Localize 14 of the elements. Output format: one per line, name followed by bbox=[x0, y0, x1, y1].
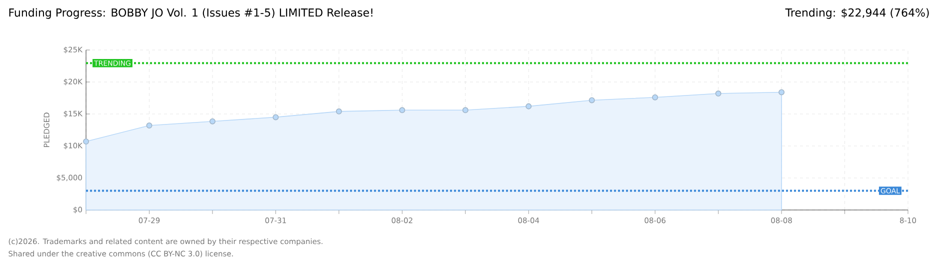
point bbox=[336, 108, 342, 114]
point bbox=[146, 122, 152, 129]
point bbox=[526, 103, 532, 110]
chart-subtitle: Trending: $22,944 (764%) bbox=[785, 8, 929, 19]
point bbox=[588, 97, 595, 104]
point bbox=[778, 89, 785, 96]
chart-title: Funding Progress: BOBBY JO Vol. 1 (Issues #1-5) LIMITED Release! bbox=[9, 8, 372, 19]
point bbox=[715, 90, 722, 97]
point bbox=[462, 107, 468, 114]
point bbox=[83, 138, 90, 145]
point bbox=[209, 118, 216, 124]
point bbox=[399, 107, 406, 114]
point bbox=[652, 94, 658, 100]
point bbox=[272, 114, 279, 120]
